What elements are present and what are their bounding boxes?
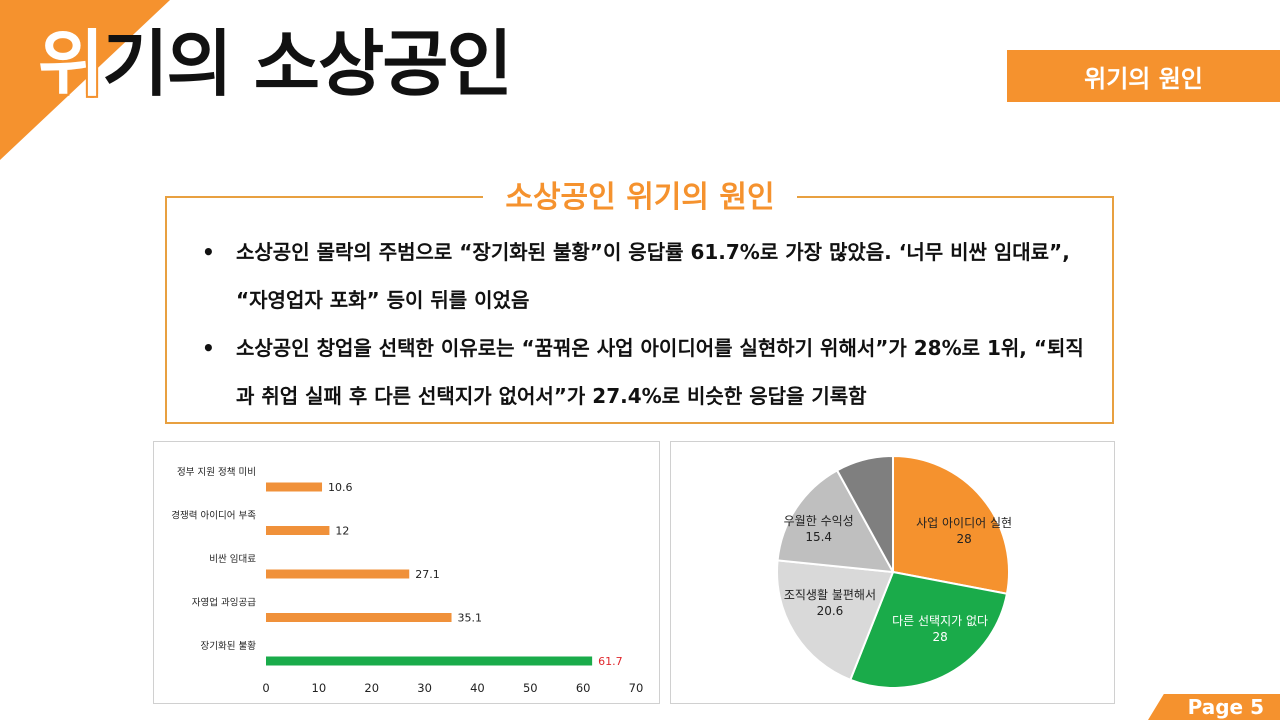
- bar-chart-panel: 정부 지원 정책 미비 10.6 경쟁력 아이디어 부족 12 비싼 임대료 27.1 자영…: [153, 441, 660, 704]
- pie-slice-label: 다른 선택지가 없다: [892, 614, 988, 628]
- bullet-item: 소상공인 몰락의 주범으로 “장기화된 불황”이 응답률 61.7%로 가장 많…: [198, 228, 1088, 324]
- bullet-item: 소상공인 창업을 선택한 이유로는 “꿈꿔온 사업 아이디어를 실현하기 위해서…: [198, 324, 1088, 420]
- bar-category-label: 장기화된 불황: [201, 640, 257, 652]
- x-tick-label: 0: [262, 681, 269, 695]
- x-tick-label: 20: [364, 681, 379, 695]
- bar: [266, 569, 410, 579]
- x-tick-label: 70: [629, 681, 644, 695]
- bar-category-label: 비싼 임대료: [209, 553, 256, 565]
- x-tick-label: 60: [576, 681, 591, 695]
- bar-chart: 정부 지원 정책 미비 10.6 경쟁력 아이디어 부족 12 비싼 임대료 27.1 자영…: [171, 467, 644, 695]
- pie-slice: [776, 559, 895, 682]
- pie-slice: [892, 454, 1010, 595]
- content-box-title-wrap: 소상공인 위기의 원인: [0, 172, 1280, 216]
- pie-slice: [776, 468, 895, 574]
- content-box-title: 소상공인 위기의 원인: [483, 180, 797, 215]
- page-title-rest: 기의 소상공인: [102, 22, 513, 106]
- section-tag: 위기의 원인: [1007, 50, 1280, 102]
- bar-value-label: 61.7: [598, 655, 623, 668]
- bar-value-label: 12: [335, 525, 349, 538]
- bar-category-label: 정부 지원 정책 미비: [177, 467, 256, 478]
- x-tick-label: 10: [312, 681, 327, 695]
- bar-value-label: 27.1: [415, 568, 440, 581]
- pie-slice: [848, 570, 1009, 689]
- pie-slice-label: 사업 아이디어 실현: [916, 516, 1012, 530]
- page-title-highlight: 위: [38, 22, 104, 106]
- pie-chart: 사업 아이디어 실현 28 다른 선택지가 없다 28 조직생활 불편해서 20.6 우월한…: [776, 454, 1012, 689]
- pie-value-label: 15.4: [805, 530, 832, 544]
- x-tick-label: 50: [523, 681, 538, 695]
- x-tick-label: 40: [470, 681, 485, 695]
- page-number-label: Page 5: [1148, 694, 1280, 720]
- bar-category-label: 경쟁력 아이디어 부족: [171, 510, 256, 522]
- bar-category-label: 자영업 과잉공급: [192, 597, 256, 609]
- pie-value-label: 28: [932, 630, 947, 644]
- x-tick-label: 30: [417, 681, 432, 695]
- bar: [266, 526, 330, 535]
- pie-slice-label: 우월한 수익성: [784, 514, 854, 528]
- bar: [266, 656, 593, 666]
- bar: [266, 482, 323, 492]
- page-title: 위기의 소상공인: [38, 28, 513, 100]
- bar-value-label: 10.6: [328, 481, 353, 494]
- pie-value-label: 20.6: [817, 604, 844, 618]
- bullet-list: 소상공인 몰락의 주범으로 “장기화된 불황”이 응답률 61.7%로 가장 많…: [198, 228, 1088, 420]
- bar: [266, 613, 452, 622]
- pie-chart-panel: 사업 아이디어 실현 28 다른 선택지가 없다 28 조직생활 불편해서 20.6 우월한…: [670, 441, 1115, 704]
- pie-slice: [835, 454, 894, 573]
- pie-value-label: 28: [956, 532, 971, 546]
- pie-slice-label: 조직생활 불편해서: [784, 588, 876, 602]
- bar-value-label: 35.1: [458, 612, 483, 625]
